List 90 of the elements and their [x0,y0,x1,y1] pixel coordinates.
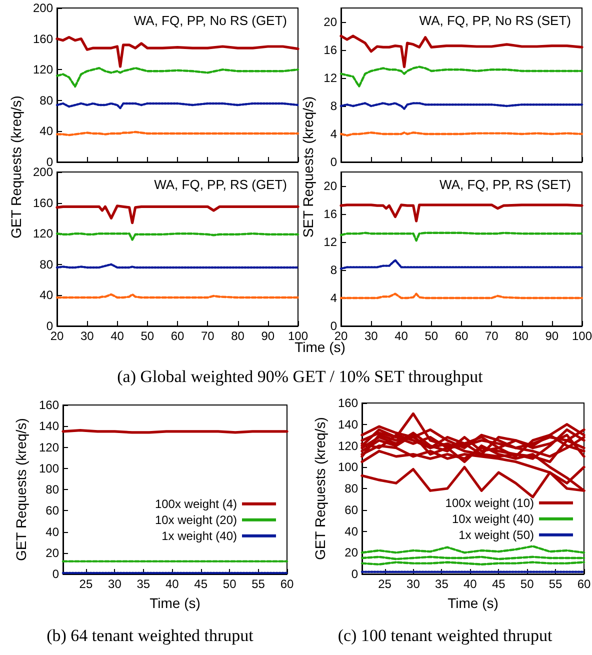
x-tick-label: 25 [378,577,392,591]
x-tick-label: 50 [140,329,154,343]
x-tick-label: 60 [577,577,591,591]
y-tick-label: 12 [324,71,338,85]
chart-title: WA, FQ, PP, RS (SET) [440,177,572,192]
x-tick-label: 50 [222,577,237,591]
y-tick-label: 80 [344,482,358,496]
x-tick-label: 45 [492,577,506,591]
x-axis-title: Time (s) [448,595,498,611]
legend-label: 1x weight (50) [458,528,534,542]
x-tick-label: 45 [194,577,208,591]
x-tick-label: 50 [424,329,438,343]
x-tick-label: 70 [484,329,499,343]
x-tick-label: 40 [110,329,124,343]
y-tick-label: 40 [40,124,54,138]
x-tick-label: 90 [261,329,275,343]
x-axis-title: Time (s) [150,595,200,611]
y-tick-label: 160 [32,196,54,210]
y-tick-label: 200 [32,1,54,15]
y-tick-label: 80 [40,257,54,272]
x-tick-label: 80 [515,329,529,343]
legend-label: 100x weight (4) [154,496,237,511]
text: (b) 64 tenant weighted thruput [46,626,254,646]
y-tick-label: 80 [46,482,60,496]
y-tick-label: 0 [330,319,338,333]
y-tick-label: 160 [38,398,60,412]
x-tick-label: 60 [280,577,294,591]
y-tick-label: 0 [351,567,358,581]
y-axis-title: GET Requests (kreq/s) [13,418,30,561]
x-tick-label: 80 [231,329,245,343]
x-tick-label: 40 [165,577,180,591]
x-tick-label: 40 [394,329,408,343]
y-tick-label: 80 [40,93,54,108]
y-axis-title: GET Requests (kreq/s) [8,96,24,238]
text: (c) 100 tenant weighted thruput [338,626,552,646]
y-tick-label: 120 [32,62,54,77]
y-tick-label: 100 [38,461,60,476]
y-tick-label: 100 [338,460,358,474]
y-tick-label: 140 [338,417,358,432]
y-axis-title: GET Requests (kreq/s) [312,417,328,560]
x-tick-label: 70 [200,329,215,343]
y-tick-label: 4 [330,127,338,141]
chart-title: WA, FQ, PP, No RS (SET) [419,13,572,28]
x-tick-label: 25 [79,577,93,591]
y-tick-label: 20 [46,546,60,560]
y-tick-label: 8 [330,263,338,277]
x-tick-label: 100 [572,329,592,343]
y-tick-label: 60 [46,504,60,518]
y-tick-label: 16 [324,43,338,57]
x-tick-label: 35 [435,577,449,591]
y-tick-label: 120 [338,438,358,453]
y-tick-label: 160 [338,396,358,410]
y-tick-label: 60 [344,502,358,517]
y-tick-label: 40 [40,288,54,302]
x-tick-label: 55 [252,577,266,591]
x-tick-label: 30 [406,577,420,591]
x-tick-label: 30 [80,329,94,343]
chart-title: WA, FQ, PP, RS (GET) [154,177,288,192]
y-tick-label: 120 [32,226,54,241]
text: (a) Global weighted 90% GET / 10% SET throughput [117,367,483,387]
y-tick-label: 20 [324,179,338,193]
y-tick-label: 20 [324,15,338,29]
x-tick-label: 35 [136,577,150,591]
legend-label: 10x weight (20) [154,512,237,527]
y-tick-label: 120 [38,440,60,454]
legend-label: 100x weight (10) [445,496,534,510]
y-tick-label: 140 [38,419,60,434]
x-tick-label: 40 [463,577,478,591]
chart-title: WA, FQ, PP, No RS (GET) [134,13,288,28]
y-axis-title: SET Requests (kreq/s) [300,96,316,238]
y-tick-label: 40 [344,524,358,538]
y-tick-label: 12 [324,235,338,249]
y-tick-label: 40 [46,524,60,539]
x-tick-label: 90 [545,329,559,343]
x-tick-label: 30 [364,329,378,343]
x-tick-label: 55 [548,577,563,591]
y-tick-label: 8 [330,99,338,113]
legend-label: 1x weight (40) [162,528,237,543]
x-tick-label: 30 [108,577,122,591]
y-tick-label: 0 [330,155,338,169]
y-tick-label: 16 [324,207,338,221]
x-tick-label: 60 [454,329,468,343]
legend-label: 10x weight (40) [452,512,534,526]
y-tick-label: 20 [344,546,358,560]
x-tick-label: 50 [520,577,534,591]
y-tick-label: 4 [330,291,338,305]
x-tick-label: 60 [170,329,184,343]
y-tick-label: 160 [32,32,54,46]
y-tick-label: 0 [52,567,60,581]
y-tick-label: 0 [46,319,54,333]
